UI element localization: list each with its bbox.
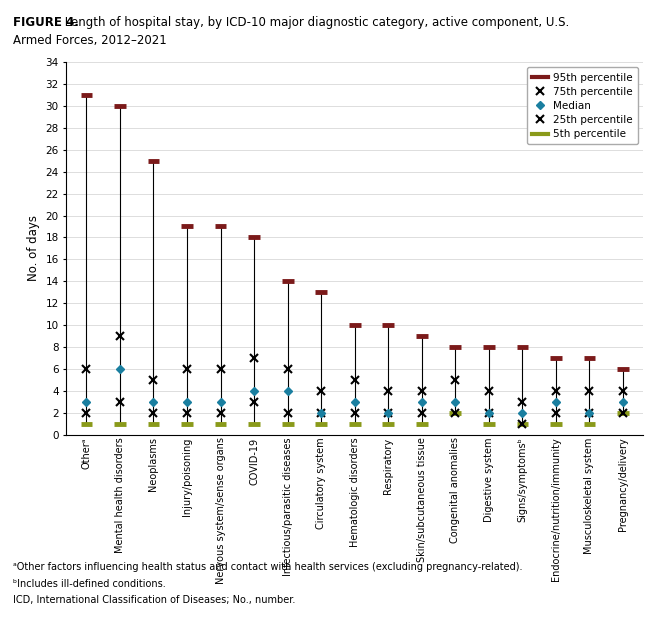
Text: ᵃOther factors influencing health status and contact with health services (exclu: ᵃOther factors influencing health status…: [13, 562, 522, 572]
Text: Armed Forces, 2012–2021: Armed Forces, 2012–2021: [13, 34, 167, 47]
Text: FIGURE 4.: FIGURE 4.: [13, 16, 79, 29]
Legend: 95th percentile, 75th percentile, Median, 25th percentile, 5th percentile: 95th percentile, 75th percentile, Median…: [527, 67, 638, 145]
Y-axis label: No. of days: No. of days: [27, 215, 40, 281]
Text: ICD, International Classification of Diseases; No., number.: ICD, International Classification of Dis…: [13, 595, 296, 605]
Text: Length of hospital stay, by ICD-10 major diagnostic category, active component, : Length of hospital stay, by ICD-10 major…: [61, 16, 570, 29]
Text: ᵇIncludes ill-defined conditions.: ᵇIncludes ill-defined conditions.: [13, 579, 166, 589]
